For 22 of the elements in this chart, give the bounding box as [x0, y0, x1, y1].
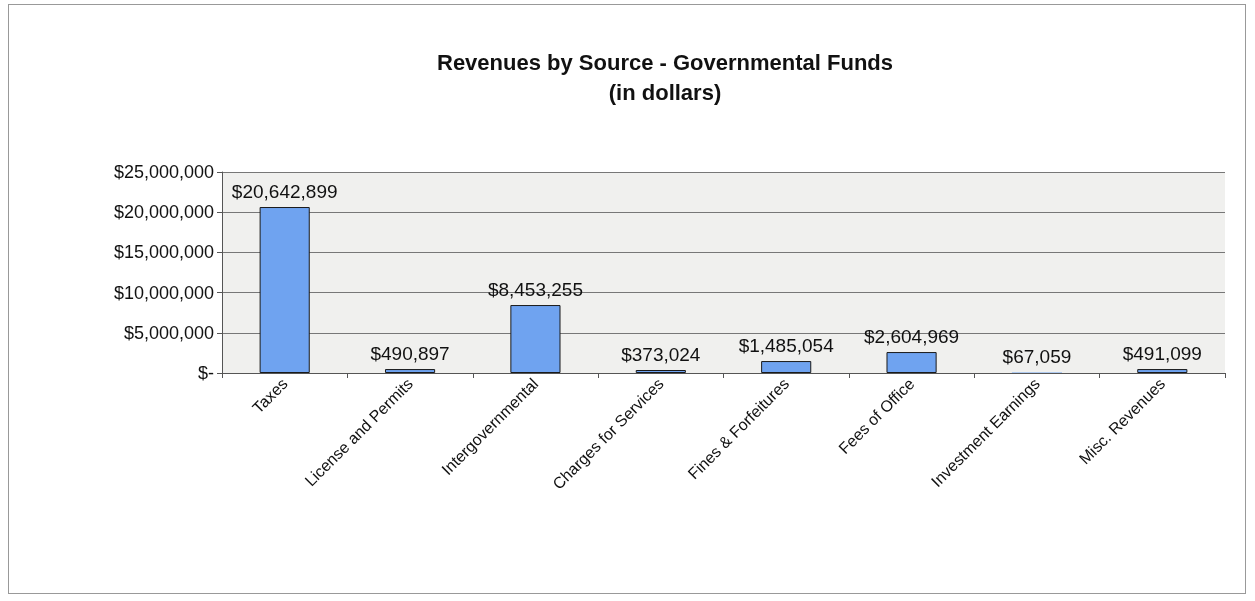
data-label: $8,453,255 [487, 279, 583, 301]
bar [635, 370, 686, 373]
data-label: $373,024 [621, 344, 701, 365]
y-tick-label: $5,000,000 [123, 322, 214, 343]
y-tick-label: $10,000,000 [113, 282, 214, 303]
bar [761, 361, 812, 373]
data-label: $491,099 [1122, 343, 1202, 365]
data-label: $67,059 [1002, 346, 1072, 368]
chart-title: Revenues by Source - Governmental Funds (in dollars) [436, 49, 894, 105]
bar [384, 369, 436, 373]
bar [259, 207, 310, 373]
bar [510, 305, 561, 373]
data-label: $2,604,969 [864, 326, 960, 348]
data-label: $1,485,054 [738, 335, 835, 357]
bar [886, 352, 937, 373]
y-tick-label: $15,000,000 [113, 242, 214, 263]
y-tick-label: $20,000,000 [113, 202, 214, 223]
y-tick-label: $- [197, 363, 214, 383]
y-tick-label: $25,000,000 [113, 162, 214, 182]
data-label: $490,897 [370, 343, 450, 365]
data-label: $20,642,899 [231, 181, 338, 203]
bar [1137, 369, 1188, 373]
